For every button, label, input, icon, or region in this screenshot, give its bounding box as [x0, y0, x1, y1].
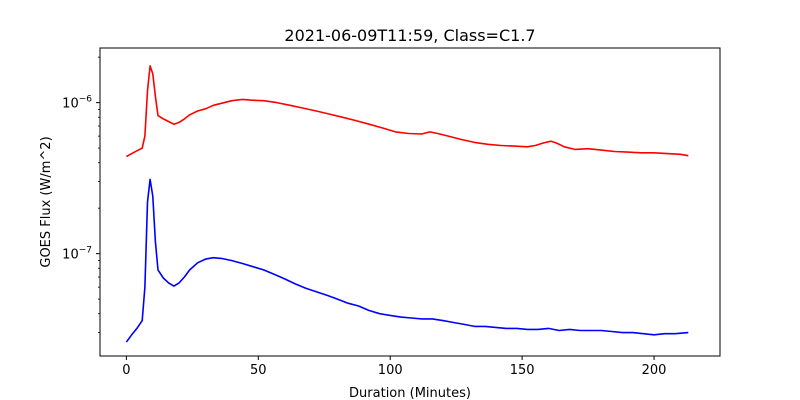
x-tick-label: 50 — [250, 363, 267, 378]
series-layer — [125, 65, 689, 343]
y-tick-label: 10−7 — [62, 246, 92, 263]
chart-title: 2021-06-09T11:59, Class=C1.7 — [284, 26, 535, 45]
x-tick-label: 0 — [122, 363, 130, 378]
x-tick-label: 150 — [510, 363, 535, 378]
x-tick-label: 100 — [378, 363, 403, 378]
x-axis-label: Duration (Minutes) — [349, 386, 471, 400]
y-tick-label: 10−6 — [62, 95, 92, 112]
series-line-1 — [125, 178, 689, 343]
x-tick-label: 200 — [642, 363, 667, 378]
y-axis-label: GOES Flux (W/m^2) — [39, 136, 54, 267]
x-axis-ticks: 0 50 100 150 200 — [122, 356, 666, 378]
plot-frame — [99, 47, 721, 357]
series-line-0 — [126, 65, 689, 158]
